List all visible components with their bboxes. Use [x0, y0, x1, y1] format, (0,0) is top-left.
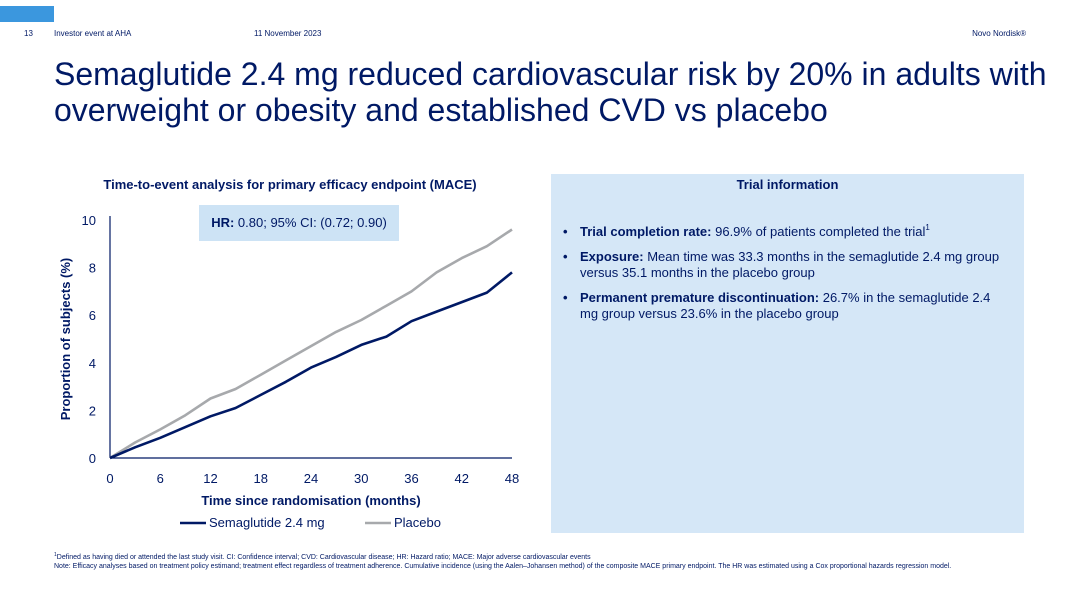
series-line-semaglutide-2-4-mg — [109, 271, 513, 460]
info-bullet-completion: • Trial completion rate: 96.9% of patien… — [563, 224, 1003, 240]
y-tick-label: 6 — [89, 308, 96, 323]
footnote-marker: 1 — [925, 223, 930, 232]
info-label: Exposure: — [580, 249, 644, 264]
brand-label: Novo Nordisk® — [972, 29, 1026, 38]
series-line-placebo — [109, 228, 513, 460]
y-tick-label: 10 — [82, 213, 96, 228]
x-tick-label: 36 — [404, 471, 418, 486]
x-tick-label: 0 — [106, 471, 113, 486]
x-tick-label: 12 — [203, 471, 217, 486]
y-axis-label: Proportion of subjects (%) — [58, 258, 73, 421]
y-tick-label: 2 — [89, 403, 96, 418]
legend-label-semaglutide-2-4-mg: Semaglutide 2.4 mg — [209, 515, 325, 530]
trial-info-title: Trial information — [736, 177, 839, 192]
info-label: Trial completion rate: — [580, 224, 712, 239]
info-text: 26.7% in the semaglutide 2.4 mg group ve… — [580, 290, 991, 321]
x-tick-label: 24 — [304, 471, 318, 486]
bullet-icon: • — [563, 290, 568, 305]
bullet-icon: • — [563, 249, 568, 264]
x-tick-label: 18 — [254, 471, 268, 486]
hazard-ratio-box: HR: 0.80; 95% CI: (0.72; 0.90) — [199, 205, 399, 241]
bullet-icon: • — [563, 224, 568, 239]
info-bullet-exposure: • Exposure: Mean time was 33.3 months in… — [563, 249, 1003, 281]
legend-label-placebo: Placebo — [394, 515, 441, 530]
x-tick-label: 6 — [157, 471, 164, 486]
chart-title: Time-to-event analysis for primary effic… — [103, 177, 477, 192]
info-text: 96.9% of patients completed the trial — [715, 224, 926, 239]
footnote-marker: 1 — [54, 552, 57, 558]
footnote-line-2: Note: Efficacy analyses based on treatme… — [54, 563, 952, 570]
x-axis-label: Time since randomisation (months) — [201, 493, 420, 508]
x-tick-label: 30 — [354, 471, 368, 486]
event-name: Investor event at AHA — [54, 29, 132, 38]
trial-info-panel: Trial information • Trial completion rat… — [551, 174, 1024, 533]
footnote-line-1: 1Defined as having died or attended the … — [54, 552, 591, 562]
info-text: Mean time was 33.3 months in the semaglu… — [580, 249, 1000, 280]
y-tick-label: 4 — [89, 356, 96, 371]
x-tick-label: 48 — [505, 471, 519, 486]
hr-value: 0.80; 95% CI: (0.72; 0.90) — [237, 215, 387, 230]
slide-title: Semaglutide 2.4 mg reduced cardiovascula… — [54, 56, 1047, 128]
page-number: 13 — [24, 29, 33, 38]
footnotes: 1Defined as having died or attended the … — [54, 553, 1024, 571]
y-tick-label: 8 — [89, 261, 96, 276]
info-label: Permanent premature discontinuation: — [580, 290, 820, 305]
x-tick-label: 42 — [455, 471, 469, 486]
accent-bar — [0, 6, 54, 22]
hr-label: HR: — [211, 215, 235, 230]
trial-info-list: • Trial completion rate: 96.9% of patien… — [563, 224, 1003, 331]
info-bullet-discontinuation: • Permanent premature discontinuation: 2… — [563, 290, 1003, 322]
y-tick-label: 0 — [89, 451, 96, 466]
event-date: 11 November 2023 — [254, 29, 322, 38]
